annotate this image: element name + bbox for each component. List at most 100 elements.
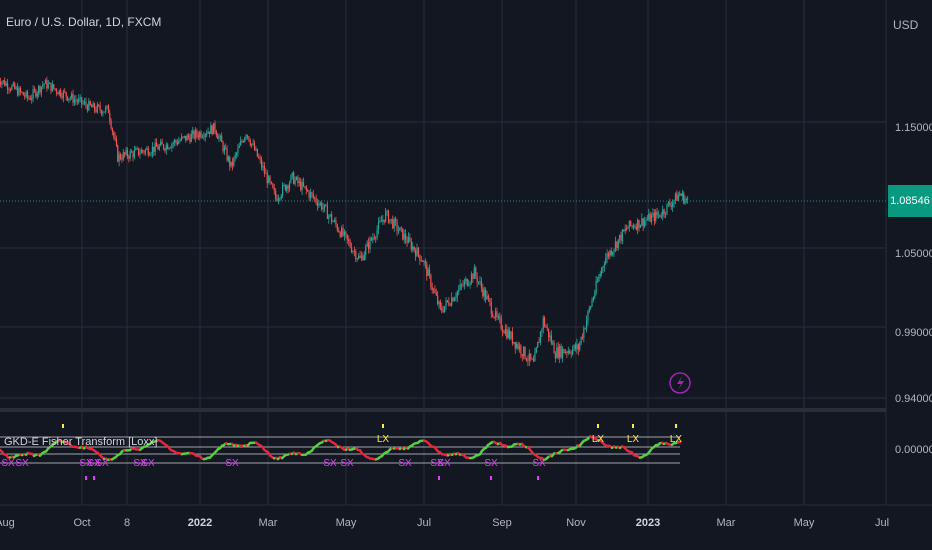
candle-body <box>513 342 515 344</box>
candle-body <box>451 297 453 306</box>
candle-body <box>106 105 108 108</box>
candle-body <box>6 83 9 90</box>
candle-body <box>569 350 571 354</box>
candle-body <box>204 134 206 138</box>
candle-body <box>32 89 34 99</box>
candle-body <box>186 135 188 141</box>
candle-body <box>72 93 74 103</box>
candle-body <box>657 214 660 216</box>
candle-body <box>107 105 110 114</box>
candle-body <box>591 300 593 307</box>
candle-body <box>79 97 81 99</box>
candle-body <box>44 79 47 84</box>
candle-body <box>183 135 185 137</box>
candle-body <box>656 211 658 216</box>
candle-body <box>68 98 70 101</box>
candle-body <box>377 221 380 230</box>
candle-body <box>298 181 300 183</box>
candle-body <box>158 145 160 150</box>
time-axis-label: May <box>335 517 357 529</box>
candle-body <box>136 148 138 149</box>
candle-body <box>507 330 509 339</box>
candle-body <box>229 156 231 167</box>
symbol-title[interactable]: Euro / U.S. Dollar, 1D, FXCM <box>6 15 162 29</box>
candle-body <box>407 237 410 244</box>
time-axis-label: Nov <box>566 517 586 529</box>
candle-body <box>302 182 305 187</box>
candle-body <box>679 194 681 196</box>
candle-body <box>606 253 608 259</box>
price-axis-label: 1.15000 <box>895 122 932 134</box>
candle-body <box>523 346 525 357</box>
candle-body <box>685 199 687 201</box>
candle-body <box>329 214 331 216</box>
candle-body <box>426 263 428 276</box>
candle-body <box>504 328 507 334</box>
candle-body <box>190 134 192 142</box>
candle-body <box>372 237 374 240</box>
candle-body <box>251 143 253 146</box>
candle-body <box>628 220 630 228</box>
candle-body <box>174 140 176 144</box>
candle-body <box>126 149 129 157</box>
candle-body <box>605 258 607 265</box>
candle-body <box>355 251 357 260</box>
candle-body <box>676 193 678 201</box>
candle-body <box>359 255 361 258</box>
candle-body <box>538 342 540 343</box>
candle-body <box>47 83 49 89</box>
candle-body <box>572 348 574 355</box>
candle-body <box>649 213 651 222</box>
candle-body <box>463 281 466 286</box>
candle-body <box>18 87 20 96</box>
candle-body <box>284 184 286 191</box>
candle-body <box>309 192 312 198</box>
candle-body <box>175 140 177 142</box>
candle-body <box>147 148 149 156</box>
candle-body <box>16 87 19 96</box>
candle-body <box>164 148 166 151</box>
candle-body <box>176 141 179 144</box>
time-axis-label: Jul <box>416 517 432 529</box>
candle-body <box>500 318 502 330</box>
candle-body <box>655 211 657 221</box>
candle-body <box>230 161 232 167</box>
candle-body <box>520 345 522 355</box>
candle-body <box>412 246 414 250</box>
candle-body <box>402 228 404 240</box>
candle-body <box>458 288 460 292</box>
candle-body <box>466 278 468 286</box>
candle-body <box>445 300 447 307</box>
candle-body <box>392 218 394 229</box>
candle-body <box>316 202 319 207</box>
candle-body <box>199 132 201 138</box>
indicator-label[interactable]: GKD-E Fisher Transform [Loxx] <box>4 436 158 448</box>
candle-body <box>132 152 134 158</box>
candle-body <box>314 197 316 199</box>
candle-body <box>532 359 535 362</box>
candle-body <box>277 198 280 201</box>
candle-body <box>86 105 88 111</box>
candle-body <box>486 295 488 300</box>
candle-body <box>81 97 83 104</box>
candle-body <box>639 224 642 228</box>
time-axis-label: 2022 <box>187 517 213 529</box>
candle-body <box>493 316 495 318</box>
candle-body <box>492 314 494 317</box>
candle-body <box>137 148 140 155</box>
candle-body <box>66 96 69 101</box>
candle-body <box>1 82 3 85</box>
sx-signal-label: SX <box>484 458 498 469</box>
candle-body <box>297 177 299 183</box>
candle-body <box>516 343 518 349</box>
candle-body <box>557 347 559 358</box>
candle-body <box>403 233 405 240</box>
candle-body <box>275 190 277 199</box>
candle-body <box>352 251 354 253</box>
candle-body <box>227 156 230 161</box>
candle-body <box>645 219 647 221</box>
candle-body <box>149 154 151 156</box>
candle-body <box>362 255 364 261</box>
candle-body <box>511 332 514 344</box>
